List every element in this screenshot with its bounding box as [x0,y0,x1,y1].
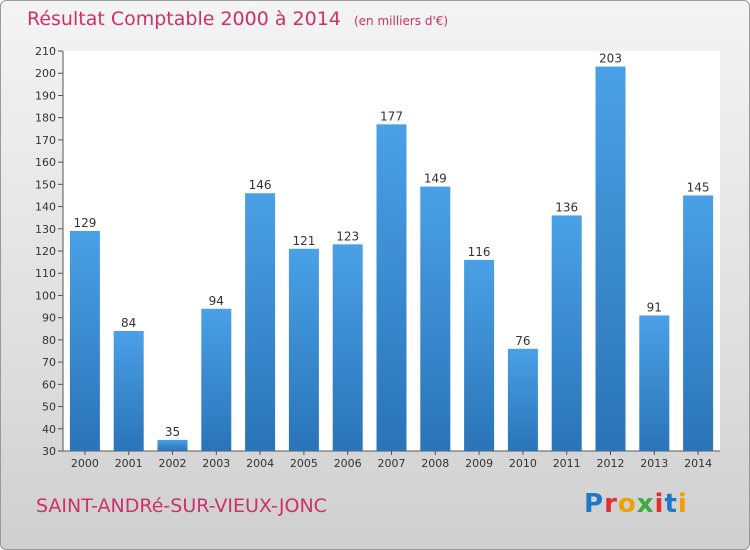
data-label: 84 [121,316,136,330]
bar [464,259,495,451]
logo-letter: i [654,489,665,519]
x-tick-label: 2011 [553,457,581,470]
y-tick-label: 70 [42,356,56,369]
data-label: 121 [292,234,315,248]
x-tick-label: 2004 [246,457,274,470]
y-tick-label: 90 [42,312,56,325]
x-tick-label: 2014 [684,457,712,470]
logo-letter: t [664,489,678,519]
x-tick-label: 2002 [159,457,187,470]
bar [69,231,100,451]
bar [595,66,626,452]
y-tick-label: 120 [35,245,56,258]
data-label: 146 [249,178,272,192]
bar [683,195,714,451]
logo-letter: P [584,489,605,519]
commune-name: SAINT-ANDRé-SUR-VIEUX-JONC [36,495,327,517]
data-label: 129 [73,216,96,230]
bar [113,331,144,451]
data-label: 136 [555,200,578,214]
y-tick-label: 140 [35,201,56,214]
bar [201,308,232,451]
bar [376,124,407,451]
chart-unit: (en milliers d'€) [353,14,449,28]
x-tick-label: 2003 [202,457,230,470]
data-label: 123 [336,229,359,243]
proxiti-logo: Proxiti [584,489,688,519]
logo-letter: i [677,489,688,519]
x-tick-label: 2012 [597,457,625,470]
y-tick-label: 50 [42,401,56,414]
y-tick-label: 110 [35,267,56,280]
chart-title: Résultat Comptable 2000 à 2014 [27,8,341,30]
bar [245,193,276,451]
data-label: 94 [209,294,224,308]
data-label: 35 [165,425,180,439]
y-tick-label: 170 [35,134,56,147]
bar [157,439,188,451]
y-tick-label: 200 [35,67,56,80]
bar [288,248,319,451]
bar [551,215,582,451]
logo-letter: o [617,489,637,519]
y-tick-label: 160 [35,156,56,169]
y-tick-label: 40 [42,423,56,436]
bar [507,348,538,451]
y-tick-label: 100 [35,289,56,302]
bar [639,315,670,451]
logo-letter: r [604,489,618,519]
x-tick-label: 2000 [71,457,99,470]
x-tick-label: 2009 [465,457,493,470]
x-tick-label: 2001 [115,457,143,470]
y-tick-label: 130 [35,223,56,236]
y-tick-label: 210 [35,45,56,58]
data-label: 203 [599,52,622,66]
x-tick-label: 2007 [378,457,406,470]
data-label: 149 [424,172,447,186]
bar [420,186,451,452]
y-tick-label: 30 [42,445,56,458]
logo-letter: x [636,489,655,519]
y-tick-label: 190 [35,89,56,102]
bar [332,244,363,451]
data-label: 116 [468,245,491,259]
data-label: 91 [647,300,662,314]
x-tick-label: 2006 [334,457,362,470]
x-tick-label: 2013 [640,457,668,470]
data-label: 145 [687,180,710,194]
x-tick-label: 2005 [290,457,318,470]
data-label: 76 [515,334,530,348]
y-tick-label: 180 [35,112,56,125]
chart-title-row: Résultat Comptable 2000 à 2014 (en milli… [27,8,448,30]
data-label: 177 [380,109,403,123]
x-tick-label: 2008 [421,457,449,470]
y-tick-label: 60 [42,378,56,391]
y-tick-label: 80 [42,334,56,347]
x-tick-label: 2010 [509,457,537,470]
y-tick-label: 150 [35,178,56,191]
